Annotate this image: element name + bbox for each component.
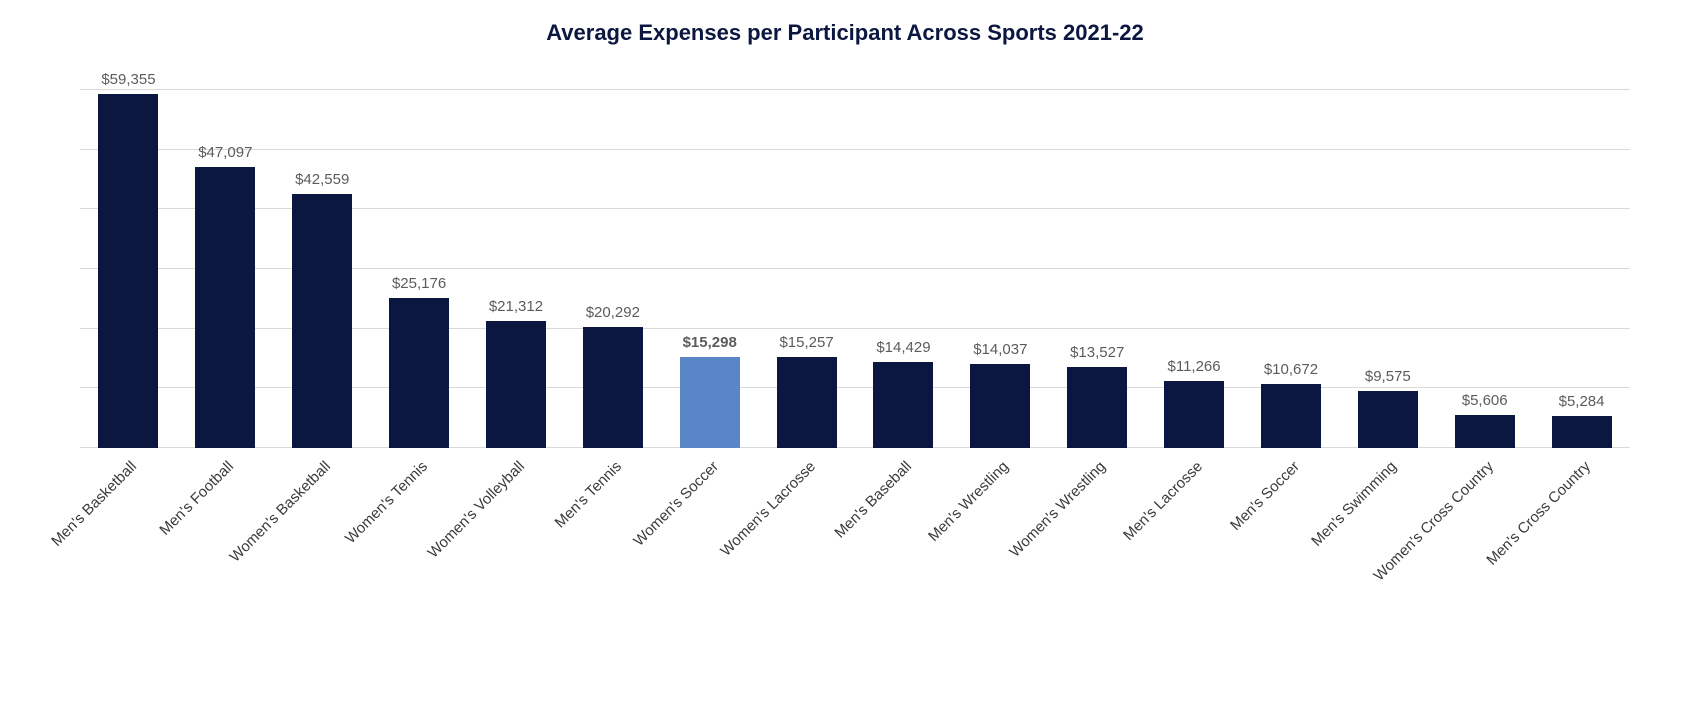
x-axis-label: Men's Basketball bbox=[49, 458, 141, 550]
bar-slot: $13,527 bbox=[1049, 60, 1146, 448]
bar-value-label: $10,672 bbox=[1264, 361, 1318, 378]
bar-value-label: $25,176 bbox=[392, 275, 446, 292]
bar-value-label: $47,097 bbox=[198, 144, 252, 161]
x-axis-label: Men's Baseball bbox=[832, 458, 916, 542]
bar bbox=[1067, 367, 1127, 448]
x-axis-label: Men's Wrestling bbox=[925, 458, 1012, 545]
bar-slot: $5,284 bbox=[1533, 60, 1630, 448]
x-axis-label: Women's Basketball bbox=[227, 458, 335, 566]
bar-slot: $21,312 bbox=[468, 60, 565, 448]
bar-value-label: $15,257 bbox=[779, 334, 833, 351]
bar-slot: $5,606 bbox=[1436, 60, 1533, 448]
bar-slot: $9,575 bbox=[1339, 60, 1436, 448]
bar-slot: $15,298 bbox=[661, 60, 758, 448]
bar-value-label: $9,575 bbox=[1365, 368, 1411, 385]
bar bbox=[1261, 384, 1321, 448]
bar bbox=[486, 321, 546, 448]
bar-value-label: $20,292 bbox=[586, 304, 640, 321]
bars-container: $59,355 $47,097 $42,559 $25,176 $21,312 $20,2… bbox=[80, 60, 1630, 448]
bar bbox=[777, 357, 837, 448]
bar-slot: $11,266 bbox=[1146, 60, 1243, 448]
x-axis-label: Women's Wrestling bbox=[1007, 458, 1110, 561]
bar bbox=[1552, 416, 1612, 448]
bar bbox=[98, 94, 158, 448]
bar-slot: $42,559 bbox=[274, 60, 371, 448]
bar-slot: $47,097 bbox=[177, 60, 274, 448]
bar-value-label: $14,429 bbox=[876, 339, 930, 356]
bar-slot: $20,292 bbox=[564, 60, 661, 448]
bar bbox=[680, 357, 740, 448]
bar-slot: $14,037 bbox=[952, 60, 1049, 448]
bar bbox=[970, 364, 1030, 448]
x-axis-label: Men's Cross Country bbox=[1483, 458, 1594, 569]
bar bbox=[1164, 381, 1224, 448]
bar-value-label: $15,298 bbox=[683, 334, 737, 351]
x-axis-label: Women's Tennis bbox=[342, 458, 431, 547]
bar bbox=[195, 167, 255, 448]
x-axis-label: Men's Lacrosse bbox=[1120, 458, 1206, 544]
bar-value-label: $11,266 bbox=[1168, 358, 1221, 375]
bar-value-label: $5,284 bbox=[1559, 393, 1605, 410]
bar-slot: $14,429 bbox=[855, 60, 952, 448]
x-axis-label: Men's Swimming bbox=[1308, 458, 1400, 550]
chart-title: Average Expenses per Participant Across … bbox=[0, 0, 1690, 46]
plot-area: $59,355 $47,097 $42,559 $25,176 $21,312 $20,2… bbox=[80, 60, 1630, 448]
bar bbox=[1358, 391, 1418, 448]
bar bbox=[1455, 415, 1515, 448]
bar-value-label: $21,312 bbox=[489, 298, 543, 315]
bar-chart: Average Expenses per Participant Across … bbox=[0, 0, 1690, 708]
bar bbox=[389, 298, 449, 448]
x-axis-label: Women's Volleyball bbox=[424, 458, 527, 561]
bar-slot: $10,672 bbox=[1243, 60, 1340, 448]
bar-value-label: $42,559 bbox=[295, 171, 349, 188]
x-axis-label: Men's Tennis bbox=[551, 458, 624, 531]
bar-value-label: $59,355 bbox=[101, 71, 155, 88]
x-axis-label: Men's Soccer bbox=[1227, 458, 1303, 534]
bar bbox=[873, 362, 933, 448]
bar-slot: $59,355 bbox=[80, 60, 177, 448]
bar-value-label: $5,606 bbox=[1462, 392, 1508, 409]
bar bbox=[583, 327, 643, 448]
x-axis-label: Men's Football bbox=[157, 458, 238, 539]
bar-value-label: $13,527 bbox=[1070, 344, 1124, 361]
x-axis-label: Women's Lacrosse bbox=[717, 458, 819, 560]
bar-slot: $25,176 bbox=[371, 60, 468, 448]
x-axis-label: Women's Soccer bbox=[630, 458, 722, 550]
bar-slot: $15,257 bbox=[758, 60, 855, 448]
bar-value-label: $14,037 bbox=[973, 341, 1027, 358]
bar bbox=[292, 194, 352, 448]
